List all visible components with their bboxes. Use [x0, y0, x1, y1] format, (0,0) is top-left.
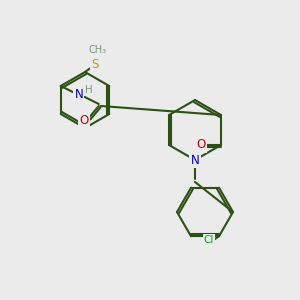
Text: CH₃: CH₃ — [89, 45, 107, 55]
Text: S: S — [91, 58, 99, 70]
Text: O: O — [79, 115, 88, 128]
Text: N: N — [190, 154, 200, 166]
Text: Cl: Cl — [204, 235, 214, 245]
Text: H: H — [85, 85, 93, 95]
Text: N: N — [74, 88, 83, 100]
Text: O: O — [196, 139, 206, 152]
